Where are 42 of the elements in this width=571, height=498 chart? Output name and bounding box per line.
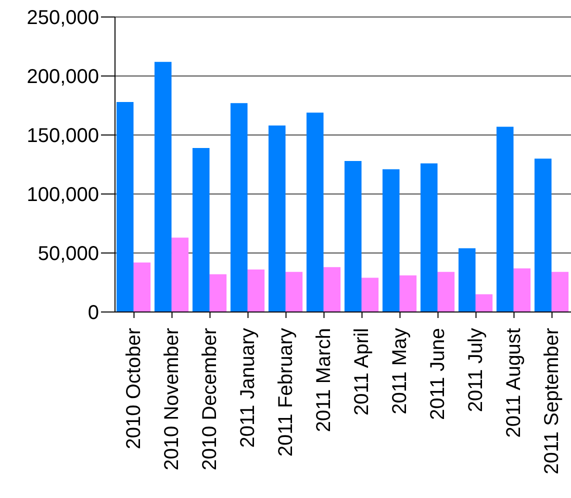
x-tick-label: 2011 June — [427, 328, 449, 420]
bar — [458, 248, 476, 312]
x-tick-label: 2010 December — [199, 328, 221, 470]
bar — [400, 275, 417, 312]
bar — [496, 126, 514, 312]
bar — [420, 163, 438, 312]
y-tick-label: 250,000 — [26, 7, 99, 30]
bar — [344, 160, 362, 312]
bar — [476, 294, 493, 312]
x-tick-label: 2011 March — [313, 328, 335, 432]
bar — [286, 272, 303, 312]
bar — [534, 158, 552, 312]
bar — [134, 262, 151, 312]
y-tick-label: 150,000 — [26, 125, 99, 148]
bar — [306, 112, 324, 312]
bar — [172, 238, 189, 312]
x-tick-label: 2011 May — [389, 328, 411, 414]
bar — [210, 274, 227, 312]
bar — [438, 272, 455, 312]
bar — [552, 272, 569, 312]
bar — [230, 103, 248, 312]
x-tick-label: 2011 February — [275, 328, 297, 457]
x-tick-label: 2010 October — [123, 328, 145, 450]
bar — [268, 126, 286, 312]
bar — [192, 148, 210, 312]
y-tick-label: 200,000 — [26, 66, 99, 88]
x-tick-label: 2011 January — [237, 328, 259, 448]
bar — [248, 270, 265, 312]
x-tick-label: 2011 July — [465, 328, 487, 412]
x-tick-label: 2011 September — [541, 328, 563, 474]
bar — [382, 169, 400, 312]
x-tick-label: 2010 November — [161, 328, 183, 470]
y-tick-label: 100,000 — [26, 184, 99, 206]
bar — [154, 62, 172, 312]
x-tick-label: 2011 April — [351, 328, 373, 416]
bar — [514, 268, 531, 312]
y-tick-label: 50,000 — [38, 243, 99, 266]
y-tick-label: 0 — [88, 302, 99, 324]
x-tick-label: 2011 August — [503, 328, 525, 438]
bar — [324, 267, 341, 312]
bar — [362, 278, 379, 312]
bar — [116, 102, 134, 312]
